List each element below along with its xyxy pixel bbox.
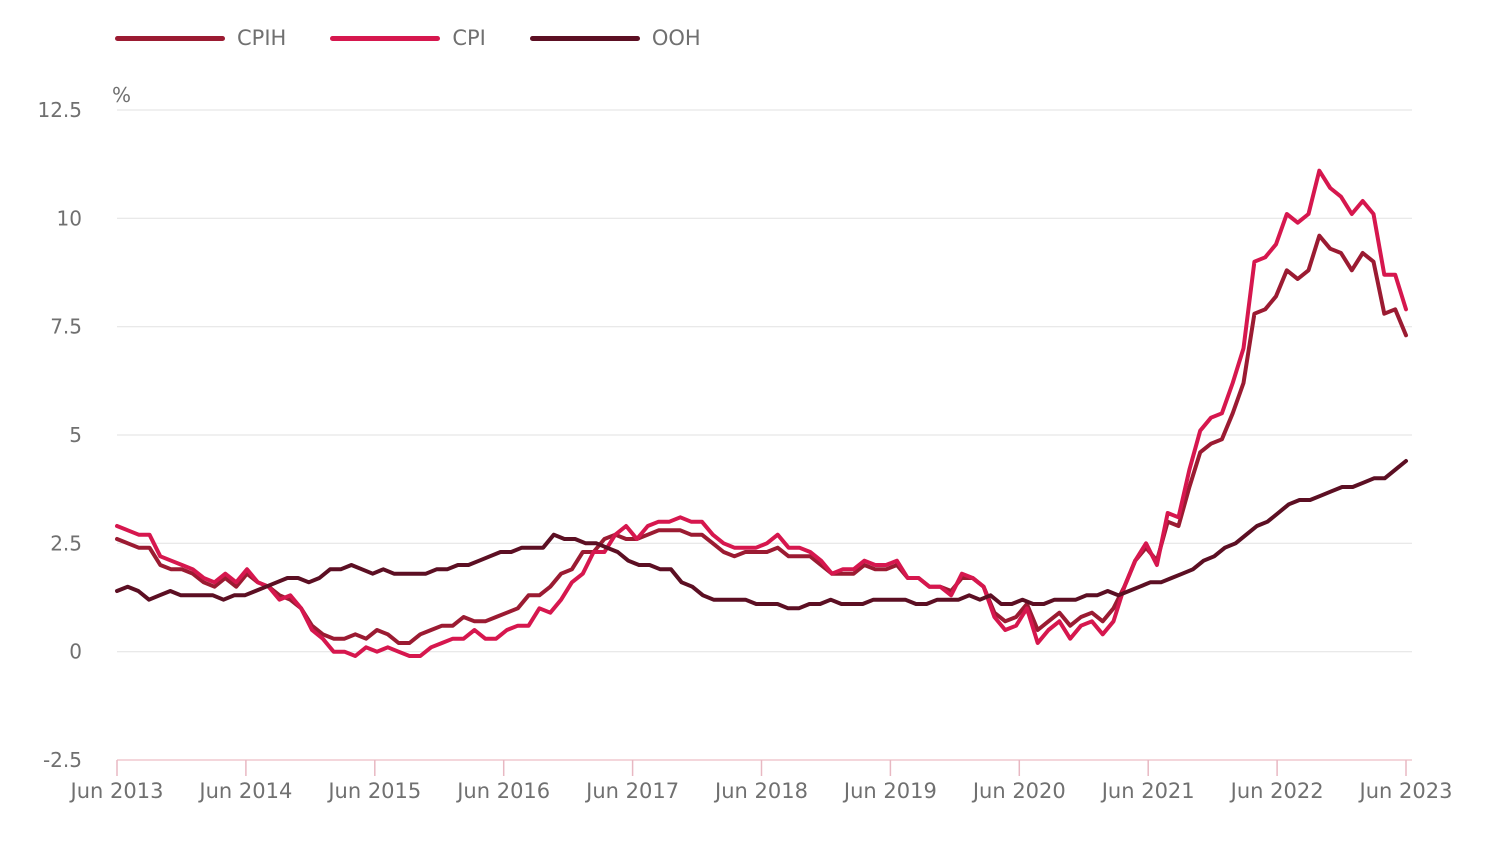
legend-label-cpi: CPI xyxy=(452,26,486,50)
y-tick-label: -2.5 xyxy=(43,748,82,772)
series-line-cpih[interactable] xyxy=(115,233,1408,645)
legend-swatch-ooh xyxy=(529,35,640,41)
y-tick-label: 10 xyxy=(57,206,82,230)
x-tick-label: Jun 2018 xyxy=(713,779,808,803)
y-tick-label: 0 xyxy=(69,640,82,664)
y-tick-label: 5 xyxy=(69,423,82,447)
x-tick-label: Jun 2023 xyxy=(1358,779,1453,803)
x-tick-label: Jun 2017 xyxy=(584,779,679,803)
x-tick-label: Jun 2015 xyxy=(326,779,421,803)
gridlines xyxy=(117,109,1412,653)
legend-swatch-cpih xyxy=(115,35,225,41)
series-lines xyxy=(115,168,1408,658)
series-line-cpi[interactable] xyxy=(115,168,1408,658)
legend-item-cpi[interactable]: CPI xyxy=(330,26,486,50)
x-tick-label: Jun 2020 xyxy=(971,779,1066,803)
legend-item-cpih[interactable]: CPIH xyxy=(115,26,286,50)
legend: CPIH CPI OOH xyxy=(115,26,745,50)
series-line-ooh[interactable] xyxy=(115,459,1408,611)
x-tick-label: Jun 2019 xyxy=(842,779,937,803)
x-tick-label: Jun 2022 xyxy=(1229,779,1324,803)
x-tick-label: Jun 2016 xyxy=(455,779,550,803)
legend-swatch-cpi xyxy=(330,35,441,41)
y-tick-label: 12.5 xyxy=(37,98,82,122)
x-axis: Jun 2013 Jun 2014 Jun 2015 Jun 2016 Jun 2017… xyxy=(69,759,1453,803)
x-tick-label: Jun 2021 xyxy=(1100,779,1195,803)
y-tick-label: 7.5 xyxy=(50,315,82,339)
y-axis: % 12.5 10 7.5 5 2.5 0 -2.5 xyxy=(37,83,131,772)
legend-label-cpih: CPIH xyxy=(237,26,287,50)
legend-item-ooh[interactable]: OOH xyxy=(529,26,701,50)
y-axis-unit-label: % xyxy=(112,83,131,107)
x-tick-label: Jun 2013 xyxy=(69,779,164,803)
y-tick-label: 2.5 xyxy=(50,531,82,555)
x-tick-label: Jun 2014 xyxy=(197,779,292,803)
legend-label-ooh: OOH xyxy=(651,26,701,50)
